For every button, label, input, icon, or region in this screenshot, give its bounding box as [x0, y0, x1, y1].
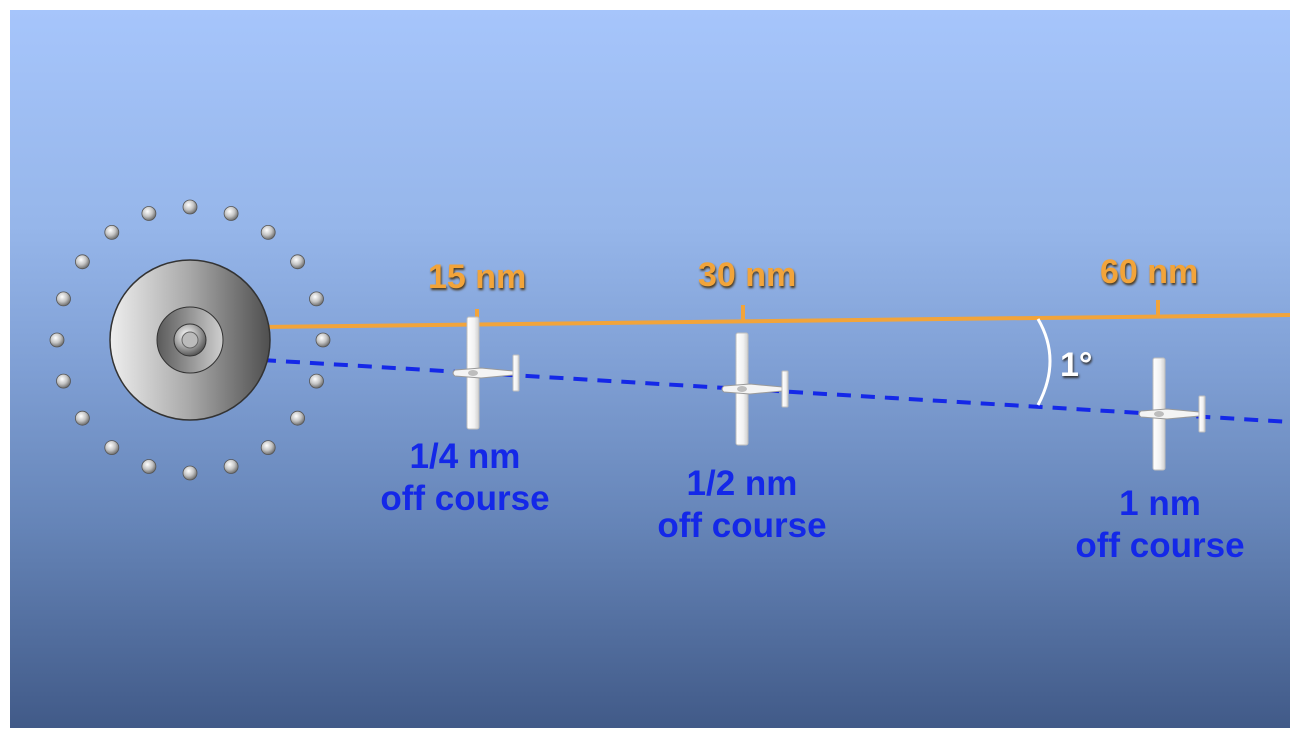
- offset-caption: off course: [1075, 526, 1245, 565]
- distance-label-30nm: 30 nm: [698, 256, 797, 294]
- station-dot: [260, 224, 276, 240]
- station-dot: [223, 459, 239, 474]
- diagram-graphics: [49, 199, 1290, 481]
- distance-label-60nm: 60 nm: [1100, 253, 1199, 291]
- station-dot: [75, 410, 90, 426]
- offset-caption: off course: [380, 479, 550, 518]
- angle-label: 1°: [1060, 346, 1093, 384]
- angle-arc: [1036, 318, 1052, 406]
- offset-label-15nm: 1/4 nm off course: [360, 436, 570, 520]
- station-dot: [75, 254, 90, 270]
- vor-station-icon: [109, 259, 271, 421]
- offset-distance: 1 nm: [1119, 484, 1201, 523]
- station-dot: [56, 373, 71, 389]
- offset-caption: off course: [657, 506, 827, 545]
- station-dot: [309, 373, 324, 389]
- station-dot: [182, 199, 198, 215]
- station-dot: [104, 440, 120, 456]
- station-dot: [141, 459, 157, 474]
- offset-distance: 1/4 nm: [409, 437, 521, 476]
- station-dot: [290, 254, 306, 270]
- course-line: [259, 313, 1290, 329]
- station-marker-dots: [49, 199, 331, 481]
- station-dot: [309, 291, 324, 307]
- station-dot: [223, 206, 239, 221]
- station-dot: [49, 332, 65, 348]
- station-dot: [260, 440, 276, 456]
- station-dot: [141, 206, 157, 221]
- airplane-icon: [1138, 357, 1206, 471]
- station-dot: [104, 224, 120, 240]
- diagram-canvas: 15 nm 30 nm 60 nm 1° 1/4 nm off course 1…: [10, 10, 1290, 728]
- offset-distance: 1/2 nm: [686, 464, 798, 503]
- airplane-icon: [452, 316, 520, 430]
- station-dot: [315, 332, 331, 348]
- offset-label-60nm: 1 nm off course: [1055, 483, 1265, 567]
- distance-label-15nm: 15 nm: [428, 258, 527, 296]
- station-dot: [56, 291, 71, 307]
- airplane-icon: [721, 332, 789, 446]
- station-dot: [290, 410, 306, 426]
- station-dot: [182, 465, 198, 481]
- offset-label-30nm: 1/2 nm off course: [637, 463, 847, 547]
